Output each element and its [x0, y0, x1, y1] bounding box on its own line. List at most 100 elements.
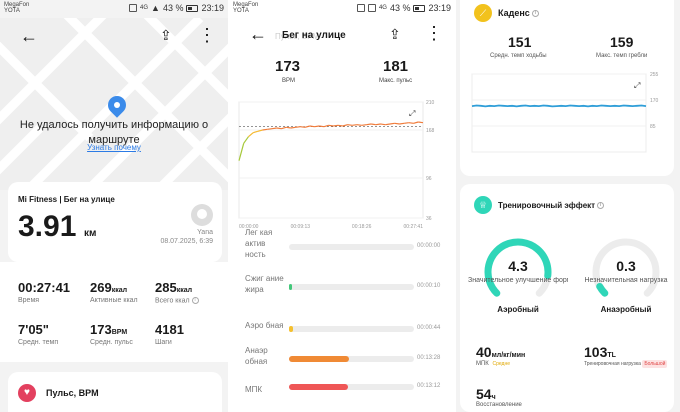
x-tick-label: 00:18:26: [352, 224, 372, 230]
pulse-section-card[interactable]: ♥ Пульс, BPM: [8, 372, 222, 412]
zone-time: 00:13:28: [417, 355, 441, 361]
status-bar: MegaFon YOTA 4G ▲ 43 % 23:19: [0, 0, 228, 18]
hr-line-segment: [404, 122, 409, 124]
hr-line-segment: [271, 127, 277, 130]
cadence-max-value: 159: [610, 34, 634, 50]
distance-unit: км: [84, 228, 97, 239]
zone-track: [289, 326, 414, 332]
hr-line-segment: [352, 124, 358, 126]
hr-line-segment: [252, 130, 259, 134]
zone-label: Анаэр обная: [245, 345, 268, 366]
battery-icon: [413, 4, 426, 12]
y-tick-label: 36: [426, 216, 432, 222]
aerobic-desc: Значительное улучшение формы: [468, 277, 568, 284]
share-icon[interactable]: ⇪: [389, 26, 401, 42]
zone-label: Аэро бная: [245, 321, 284, 330]
anaerobic-gauge: [592, 238, 660, 297]
max-pulse-value: 181: [383, 58, 409, 75]
hr-line-segment: [328, 124, 334, 127]
back-arrow-icon[interactable]: ←: [249, 24, 267, 44]
cadence-avg-label: Средн. темп ходьбы: [490, 53, 547, 59]
chart-frame: [238, 101, 424, 219]
hr-line-segment: [333, 124, 339, 127]
page-title: Бег на улице: [282, 30, 346, 41]
y-tick-label: 85: [650, 124, 656, 130]
x-tick-label: 00:09:13: [291, 224, 311, 230]
anaerobic-value: 0.3: [616, 258, 636, 274]
info-icon[interactable]: i: [531, 10, 539, 18]
recovery-metric: 54ч Восстановление: [476, 386, 522, 408]
share-icon[interactable]: ⇪: [160, 27, 172, 43]
distance-value: 3.91: [18, 210, 77, 243]
gauge-fill: [484, 238, 552, 297]
zone-fill: [289, 284, 292, 290]
training-effect-card: ♕ Тренировочный эффект i 4.3 Значительное…: [460, 184, 674, 412]
x-tick-label: 00:00:00: [239, 224, 259, 230]
gauge-fill: [596, 282, 609, 297]
cadence-max-label: Макс. темп гребли: [596, 53, 648, 59]
stat-avg-pulse: 173BPM Средн. пульс: [90, 322, 133, 346]
signal-label: 4G: [378, 5, 387, 11]
zone-time: 00:00:10: [417, 283, 441, 289]
more-icon[interactable]: ⋮: [425, 23, 443, 43]
load-badge: Большой: [642, 360, 668, 368]
carrier-label: MegaFon YOTA: [4, 2, 30, 14]
hr-line-segment: [248, 132, 254, 138]
hr-line-segment: [319, 125, 325, 128]
zone-fill: [289, 356, 349, 362]
hr-line-segment: [418, 121, 424, 124]
back-arrow-icon[interactable]: ←: [20, 26, 38, 46]
pulse-section-title: Пульс, BPM: [46, 388, 99, 398]
hr-line-segment: [361, 124, 367, 126]
cadence-line: [471, 104, 647, 108]
stat-time: 00:27:41 Время: [18, 280, 71, 304]
zone-track: [289, 356, 414, 362]
image-icon: [356, 4, 365, 12]
max-pulse-label: Макс. пульс: [379, 78, 413, 84]
hr-line-segment: [314, 125, 320, 128]
info-icon[interactable]: i: [597, 202, 605, 210]
avg-pulse-value: 173: [275, 58, 301, 75]
hr-line-segment: [309, 125, 315, 128]
cadence-avg-value: 151: [508, 34, 532, 50]
cadence-icon: ⟋: [474, 4, 492, 22]
status-right: 4G 43 % 23:19: [356, 3, 451, 13]
vo2max-metric: 40мл/кг/мин МПК Средне: [476, 344, 526, 367]
y-tick-label: 170: [650, 98, 659, 104]
hr-line-segment: [408, 122, 414, 124]
hr-line-segment: [238, 143, 245, 161]
zone-label: Лег кая актив ность: [245, 228, 273, 259]
anaerobic-desc: Незначительная нагрузка: [584, 277, 668, 284]
hr-line-segment: [262, 128, 268, 131]
avatar: [191, 204, 213, 226]
hr-line-segment: [337, 124, 343, 127]
hr-line-segment: [371, 123, 376, 126]
cadence-chart[interactable]: 255 170 85 ⤢: [470, 68, 670, 158]
user-name: Yana: [197, 229, 213, 236]
hr-line-segment: [276, 127, 282, 130]
aerobic-value: 4.3: [508, 258, 528, 274]
cadence-card: ⟋ Каденс i 151 Средн. темп ходьбы 159 Мак…: [460, 0, 674, 176]
battery-percent: 43 %: [389, 3, 411, 13]
learn-why-link[interactable]: Узнать почему: [87, 143, 141, 152]
workout-summary-card: Mi Fitness | Бег на улице 3.91 км Yana 0…: [8, 182, 222, 262]
map-error-text: Не удалось получить информацию о маршрут…: [19, 119, 209, 146]
y-tick-label: 96: [426, 176, 432, 182]
zone-label: Сжиг ание жира: [245, 273, 284, 294]
hr-line-segment: [281, 126, 287, 130]
info-icon[interactable]: i: [191, 297, 199, 304]
heart-rate-screen: MegaFon YOTA 4G 43 % 23:19 Пульс, BPM ← Б…: [229, 0, 455, 412]
hr-line-segment: [323, 124, 329, 128]
more-icon[interactable]: ⋮: [198, 25, 216, 45]
aerobic-gauge: [484, 238, 552, 297]
hr-line-segment: [389, 122, 395, 125]
zone-time: 00:13:12: [417, 383, 441, 389]
gauge-track: [592, 238, 660, 297]
heart-rate-chart[interactable]: 210 168 96 36 00:00:00 00:09:13 00:18:26 00:27:…: [235, 92, 449, 238]
chart-frame: [471, 73, 647, 153]
map-streets: [0, 18, 228, 190]
cadence-title: Каденс i: [498, 8, 539, 18]
battery-icon: [186, 4, 199, 12]
ghost-title: Пульс, BPM: [275, 32, 320, 41]
hr-line-segment: [356, 124, 362, 126]
